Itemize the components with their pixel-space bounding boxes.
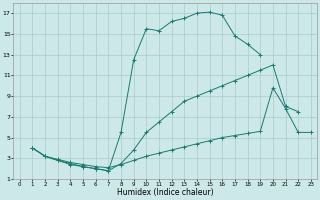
X-axis label: Humidex (Indice chaleur): Humidex (Indice chaleur)	[117, 188, 214, 197]
